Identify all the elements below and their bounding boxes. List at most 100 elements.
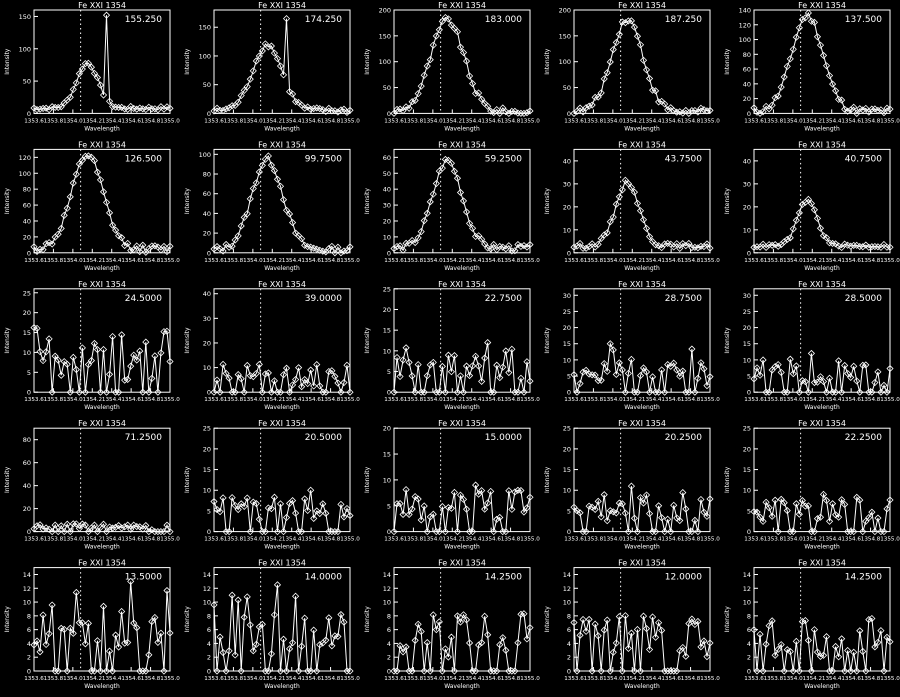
data-point: [481, 354, 489, 362]
data-point: [246, 195, 254, 203]
data-point: [649, 528, 657, 536]
data-point: [636, 494, 645, 502]
y-tick-label: 4: [567, 640, 571, 648]
x-tick-label: 1354.8: [861, 676, 881, 682]
y-axis-label: Intensity: [4, 48, 11, 75]
data-point: [273, 55, 282, 63]
data-point: [112, 103, 120, 111]
data-point: [603, 69, 611, 77]
data-point: [402, 486, 410, 494]
data-point: [127, 577, 135, 585]
data-point: [267, 42, 275, 50]
data-point: [573, 388, 581, 396]
data-point: [612, 639, 620, 647]
data-point: [688, 243, 696, 252]
data-point: [420, 217, 428, 225]
y-tick-label: 15: [743, 466, 751, 474]
x-tick-label: 1354.0: [783, 118, 803, 124]
data-point: [133, 242, 141, 250]
data-point: [408, 372, 416, 380]
data-point: [597, 513, 605, 521]
data-point: [417, 516, 425, 524]
y-tick-label: 0: [747, 389, 751, 397]
panel-title: Fe XXI 1354: [258, 419, 306, 428]
data-point: [213, 667, 221, 675]
data-point: [774, 92, 782, 100]
y-tick-label: 25: [563, 308, 571, 316]
data-point: [627, 17, 635, 25]
x-axis-label: Wavelength: [264, 544, 300, 551]
data-point: [465, 639, 474, 647]
data-point: [279, 196, 288, 204]
data-point: [649, 613, 657, 621]
data-point: [273, 175, 282, 183]
data-point: [160, 328, 168, 336]
peak-value-annotation: 14.2500: [485, 573, 522, 583]
data-point: [591, 505, 599, 513]
x-tick-label: 1354.6: [481, 676, 501, 682]
data-point: [688, 345, 696, 353]
data-point: [753, 364, 761, 372]
data-point: [771, 496, 779, 504]
panel-title: Fe XXI 1354: [78, 559, 126, 568]
data-point: [216, 388, 224, 396]
data-point: [478, 639, 486, 647]
y-tick-label: 20: [563, 445, 571, 453]
data-point: [285, 388, 294, 396]
data-point: [109, 524, 117, 532]
data-point: [667, 528, 675, 536]
y-tick-label: 12: [563, 585, 571, 593]
peak-value-annotation: 20.2500: [665, 433, 702, 443]
y-axis-label: Intensity: [364, 48, 371, 75]
data-point: [39, 357, 47, 365]
data-point: [414, 495, 422, 503]
x-tick-label: 1354.6: [121, 537, 141, 543]
x-tick-label: 1354.0: [63, 676, 83, 682]
data-point: [615, 613, 623, 621]
data-point: [801, 378, 809, 386]
y-tick-label: 0: [567, 389, 571, 397]
data-point: [847, 528, 855, 536]
data-point: [816, 652, 825, 660]
data-point: [210, 601, 218, 609]
spectrum-line: [573, 486, 711, 533]
data-point: [582, 244, 590, 252]
data-point: [307, 366, 315, 374]
data-point: [78, 344, 86, 352]
data-point: [417, 627, 425, 636]
data-point: [33, 247, 41, 255]
data-point: [789, 370, 797, 378]
data-point: [441, 388, 449, 396]
data-point: [579, 528, 587, 536]
data-point: [582, 627, 590, 635]
x-tick-label: 1353.8: [404, 258, 424, 264]
data-point: [282, 364, 291, 372]
data-point: [465, 528, 474, 536]
data-point: [292, 509, 300, 517]
data-point: [42, 348, 50, 356]
y-tick-label: 40: [203, 210, 211, 218]
data-point: [310, 626, 318, 634]
data-point: [163, 327, 171, 335]
y-tick-label: 0: [747, 249, 751, 257]
data-point: [630, 388, 639, 396]
data-point: [447, 368, 455, 376]
data-point: [441, 645, 449, 653]
data-point: [819, 377, 828, 386]
data-point: [295, 528, 303, 536]
data-point: [228, 242, 236, 250]
data-point: [792, 216, 800, 224]
x-tick-label: 1354.4: [642, 258, 662, 264]
data-point: [252, 179, 260, 187]
data-point: [816, 513, 825, 521]
data-point: [844, 528, 852, 536]
y-tick-label: 4: [747, 640, 751, 648]
data-point: [426, 198, 434, 206]
x-tick-label: 1354.4: [102, 676, 122, 682]
data-point: [694, 528, 702, 536]
y-tick-label: 15: [23, 329, 31, 337]
y-tick-label: 40: [563, 157, 571, 165]
data-point: [255, 515, 263, 523]
spectrum-line: [753, 198, 890, 249]
